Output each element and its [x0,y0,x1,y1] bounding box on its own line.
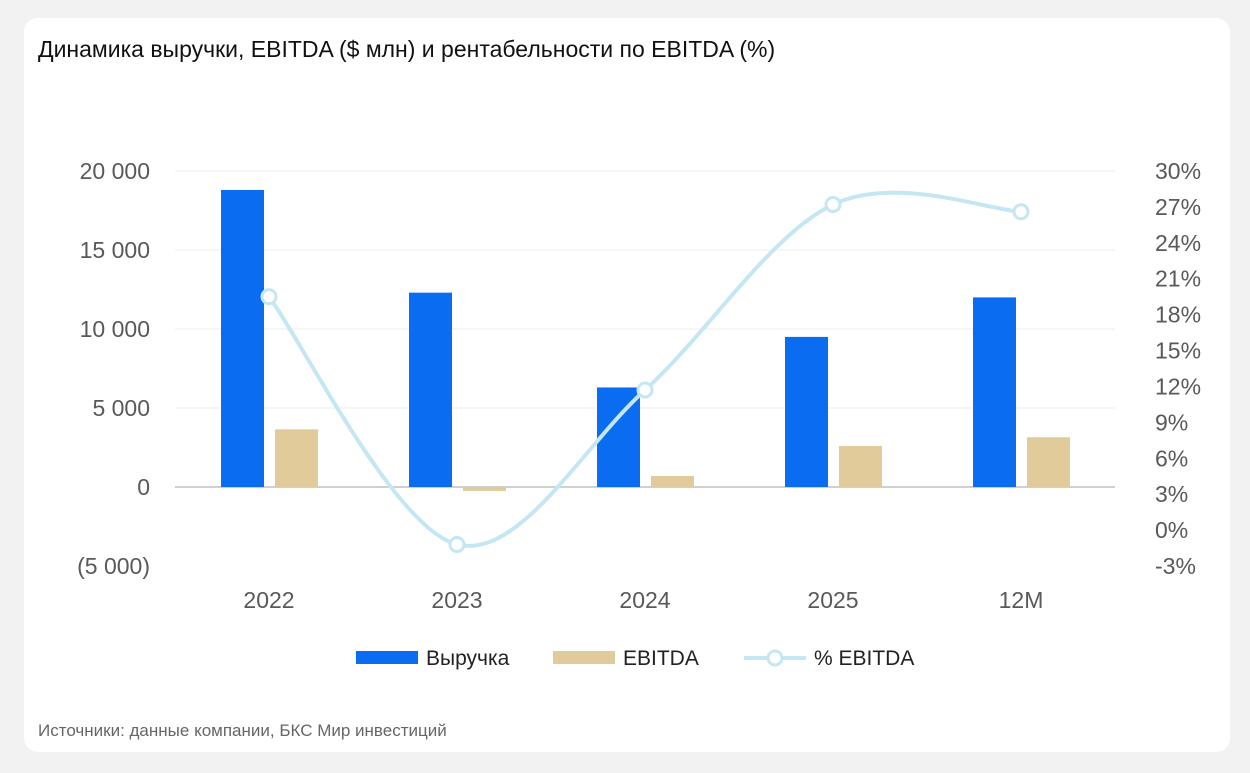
legend-label: EBITDA [623,647,699,670]
x-tick-label: 12M [999,587,1044,613]
y-left-tick-label: 15 000 [80,237,150,263]
y-left-tick-label: 20 000 [80,158,150,184]
bar-Выручка [221,189,264,487]
line-marker [1012,203,1030,221]
y-left-tick-label: (5 000) [77,553,150,579]
source-note: Источники: данные компании, БКС Мир инве… [38,721,447,740]
legend-label: Выручка [426,647,510,670]
y-right-tick-label: -3% [1155,553,1196,579]
legend-label: % EBITDA [814,647,914,670]
legend-marker [766,649,784,667]
bar-EBITDA [839,445,882,487]
y-right-tick-label: 3% [1155,481,1188,507]
x-tick-label: 2023 [431,587,482,613]
y-right-tick-label: 21% [1155,266,1201,292]
bar-Выручка [409,292,452,487]
line-marker [636,381,654,399]
legend-swatch-revenue [356,651,418,664]
x-tick-label: 2022 [243,587,294,613]
x-tick-label: 2025 [807,587,858,613]
y-right-tick-label: 30% [1155,158,1201,184]
y-right-tick-label: 9% [1155,409,1188,435]
bar-EBITDA [463,487,506,491]
legend-swatch-ebitda [553,651,615,664]
x-tick-label: 2024 [619,587,670,613]
y-left-tick-label: 0 [137,474,150,500]
line-marker [824,196,842,214]
y-right-tick-label: 6% [1155,445,1188,471]
y-left-tick-label: 10 000 [80,316,150,342]
y-left-tick-label: 5 000 [92,395,150,421]
bar-Выручка [785,336,828,487]
bar-EBITDA [651,475,694,487]
y-right-tick-label: 0% [1155,517,1188,543]
y-right-tick-label: 27% [1155,194,1201,220]
line-marker [448,535,466,553]
y-right-tick-label: 15% [1155,338,1201,364]
y-right-tick-label: 18% [1155,302,1201,328]
bar-EBITDA [1027,437,1070,487]
line-pct-ebitda [267,190,1022,548]
y-right-tick-label: 12% [1155,373,1201,399]
line-marker [260,288,278,306]
bar-Выручка [973,297,1016,487]
y-right-tick-label: 24% [1155,230,1201,256]
chart-title: Динамика выручки, EBITDA ($ млн) и рента… [38,36,776,62]
bar-EBITDA [275,429,318,487]
